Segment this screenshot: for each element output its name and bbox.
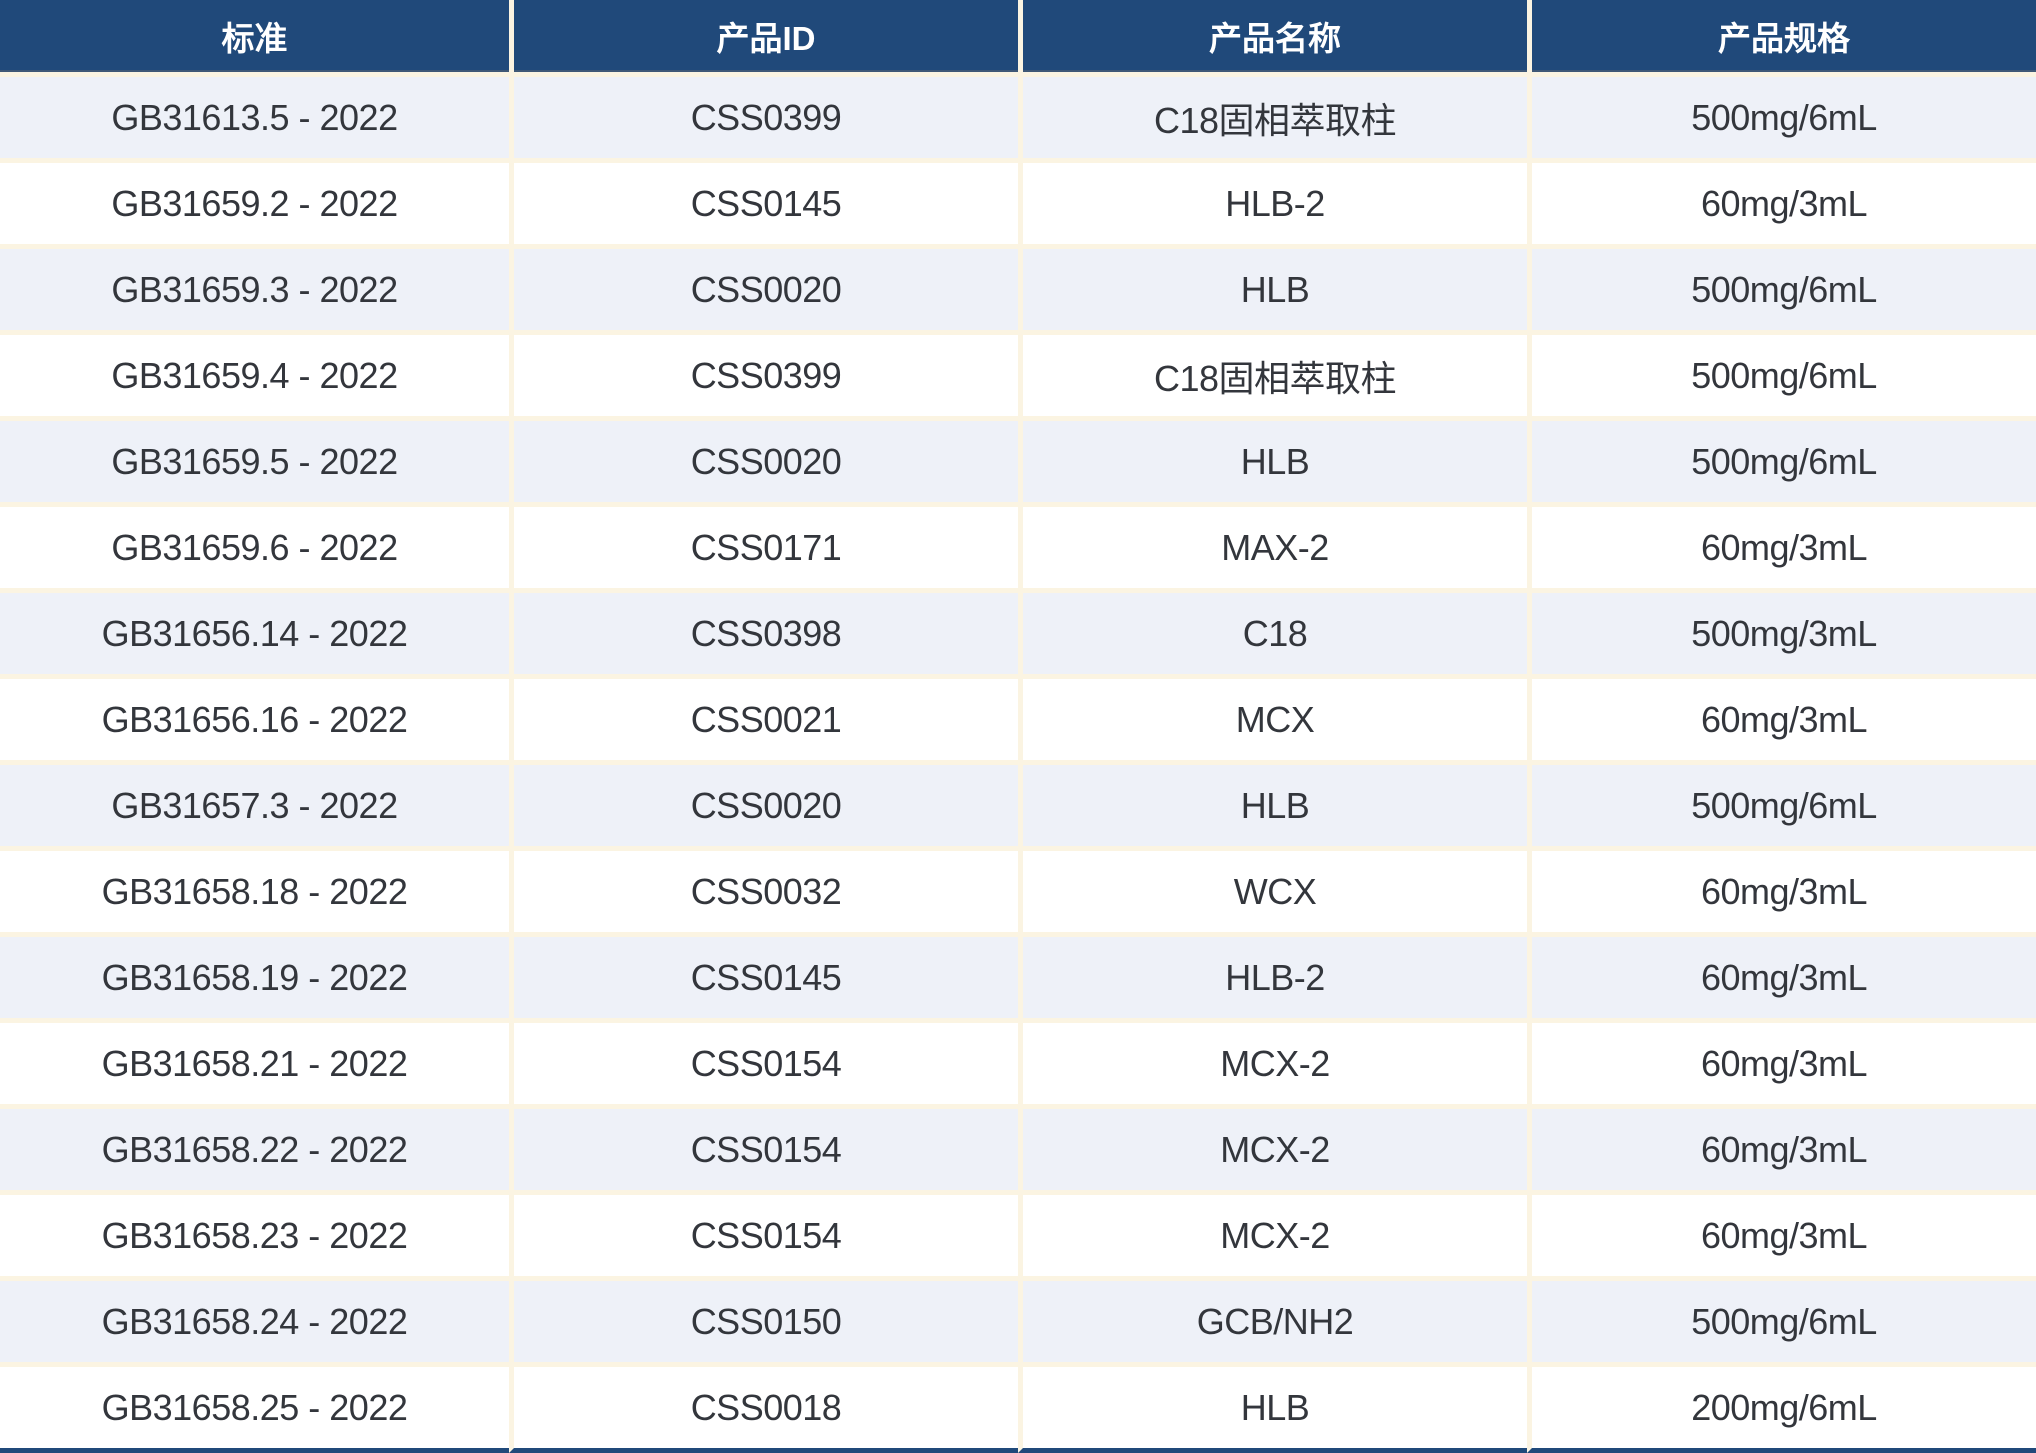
cell-standard: GB31656.16 - 2022 [0,679,509,765]
cell-standard: GB31659.6 - 2022 [0,507,509,593]
table-row: GB31658.18 - 2022 CSS0032 WCX 60mg/3mL [0,851,2036,937]
cell-product-spec: 500mg/6mL [1527,249,2036,335]
cell-product-id: CSS0021 [509,679,1018,765]
cell-product-spec: 60mg/3mL [1527,937,2036,1023]
cell-product-spec: 60mg/3mL [1527,1023,2036,1109]
cell-product-spec: 60mg/3mL [1527,851,2036,937]
cell-product-name: C18 [1018,593,1527,679]
cell-product-name: MCX [1018,679,1527,765]
header-cell-product-id: 产品ID [509,0,1018,77]
cell-product-name: MAX-2 [1018,507,1527,593]
cell-product-id: CSS0032 [509,851,1018,937]
cell-product-name: MCX-2 [1018,1023,1527,1109]
cell-product-name: HLB [1018,421,1527,507]
cell-product-id: CSS0399 [509,77,1018,163]
cell-product-id: CSS0145 [509,937,1018,1023]
cell-product-id: CSS0020 [509,249,1018,335]
table-row: GB31658.19 - 2022 CSS0145 HLB-2 60mg/3mL [0,937,2036,1023]
cell-product-name: HLB [1018,249,1527,335]
cell-product-id: CSS0399 [509,335,1018,421]
table-row: GB31659.3 - 2022 CSS0020 HLB 500mg/6mL [0,249,2036,335]
cell-standard: GB31658.18 - 2022 [0,851,509,937]
cell-product-id: CSS0154 [509,1023,1018,1109]
cell-standard: GB31659.3 - 2022 [0,249,509,335]
cell-standard: GB31658.23 - 2022 [0,1195,509,1281]
cell-product-spec: 500mg/6mL [1527,1281,2036,1367]
cell-standard: GB31658.25 - 2022 [0,1367,509,1453]
table-row: GB31659.6 - 2022 CSS0171 MAX-2 60mg/3mL [0,507,2036,593]
cell-product-spec: 60mg/3mL [1527,507,2036,593]
table-row: GB31658.22 - 2022 CSS0154 MCX-2 60mg/3mL [0,1109,2036,1195]
table-row: GB31658.25 - 2022 CSS0018 HLB 200mg/6mL [0,1367,2036,1453]
table-row: GB31658.21 - 2022 CSS0154 MCX-2 60mg/3mL [0,1023,2036,1109]
cell-product-id: CSS0171 [509,507,1018,593]
cell-product-spec: 500mg/6mL [1527,765,2036,851]
cell-product-spec: 60mg/3mL [1527,679,2036,765]
table-row: GB31659.4 - 2022 CSS0399 C18固相萃取柱 500mg/… [0,335,2036,421]
cell-standard: GB31659.4 - 2022 [0,335,509,421]
cell-product-name: HLB [1018,1367,1527,1453]
cell-product-spec: 60mg/3mL [1527,1195,2036,1281]
cell-product-name: C18固相萃取柱 [1018,335,1527,421]
cell-standard: GB31657.3 - 2022 [0,765,509,851]
cell-standard: GB31659.2 - 2022 [0,163,509,249]
cell-standard: GB31658.24 - 2022 [0,1281,509,1367]
cell-product-id: CSS0020 [509,765,1018,851]
header-cell-product-name: 产品名称 [1018,0,1527,77]
cell-product-spec: 200mg/6mL [1527,1367,2036,1453]
cell-product-id: CSS0154 [509,1109,1018,1195]
table-row: GB31659.2 - 2022 CSS0145 HLB-2 60mg/3mL [0,163,2036,249]
cell-standard: GB31659.5 - 2022 [0,421,509,507]
header-cell-standard: 标准 [0,0,509,77]
cell-standard: GB31658.19 - 2022 [0,937,509,1023]
table-row: GB31656.16 - 2022 CSS0021 MCX 60mg/3mL [0,679,2036,765]
cell-product-name: GCB/NH2 [1018,1281,1527,1367]
cell-product-spec: 500mg/6mL [1527,335,2036,421]
table-row: GB31658.23 - 2022 CSS0154 MCX-2 60mg/3mL [0,1195,2036,1281]
cell-standard: GB31658.22 - 2022 [0,1109,509,1195]
table-header: 标准 产品ID 产品名称 产品规格 [0,0,2036,77]
table-row: GB31657.3 - 2022 CSS0020 HLB 500mg/6mL [0,765,2036,851]
cell-product-spec: 500mg/6mL [1527,77,2036,163]
cell-product-name: HLB-2 [1018,163,1527,249]
cell-standard: GB31658.21 - 2022 [0,1023,509,1109]
cell-product-name: C18固相萃取柱 [1018,77,1527,163]
cell-product-id: CSS0145 [509,163,1018,249]
cell-product-id: CSS0020 [509,421,1018,507]
cell-standard: GB31656.14 - 2022 [0,593,509,679]
table-body: GB31613.5 - 2022 CSS0399 C18固相萃取柱 500mg/… [0,77,2036,1453]
cell-product-spec: 60mg/3mL [1527,163,2036,249]
table-row: GB31656.14 - 2022 CSS0398 C18 500mg/3mL [0,593,2036,679]
table-row: GB31613.5 - 2022 CSS0399 C18固相萃取柱 500mg/… [0,77,2036,163]
cell-product-name: MCX-2 [1018,1109,1527,1195]
header-cell-product-spec: 产品规格 [1527,0,2036,77]
table-row: GB31659.5 - 2022 CSS0020 HLB 500mg/6mL [0,421,2036,507]
cell-product-name: HLB [1018,765,1527,851]
cell-product-spec: 500mg/6mL [1527,421,2036,507]
header-row: 标准 产品ID 产品名称 产品规格 [0,0,2036,77]
cell-product-id: CSS0398 [509,593,1018,679]
cell-standard: GB31613.5 - 2022 [0,77,509,163]
cell-product-id: CSS0018 [509,1367,1018,1453]
cell-product-id: CSS0154 [509,1195,1018,1281]
cell-product-name: HLB-2 [1018,937,1527,1023]
cell-product-name: WCX [1018,851,1527,937]
cell-product-id: CSS0150 [509,1281,1018,1367]
table-row: GB31658.24 - 2022 CSS0150 GCB/NH2 500mg/… [0,1281,2036,1367]
cell-product-spec: 500mg/3mL [1527,593,2036,679]
cell-product-spec: 60mg/3mL [1527,1109,2036,1195]
cell-product-name: MCX-2 [1018,1195,1527,1281]
